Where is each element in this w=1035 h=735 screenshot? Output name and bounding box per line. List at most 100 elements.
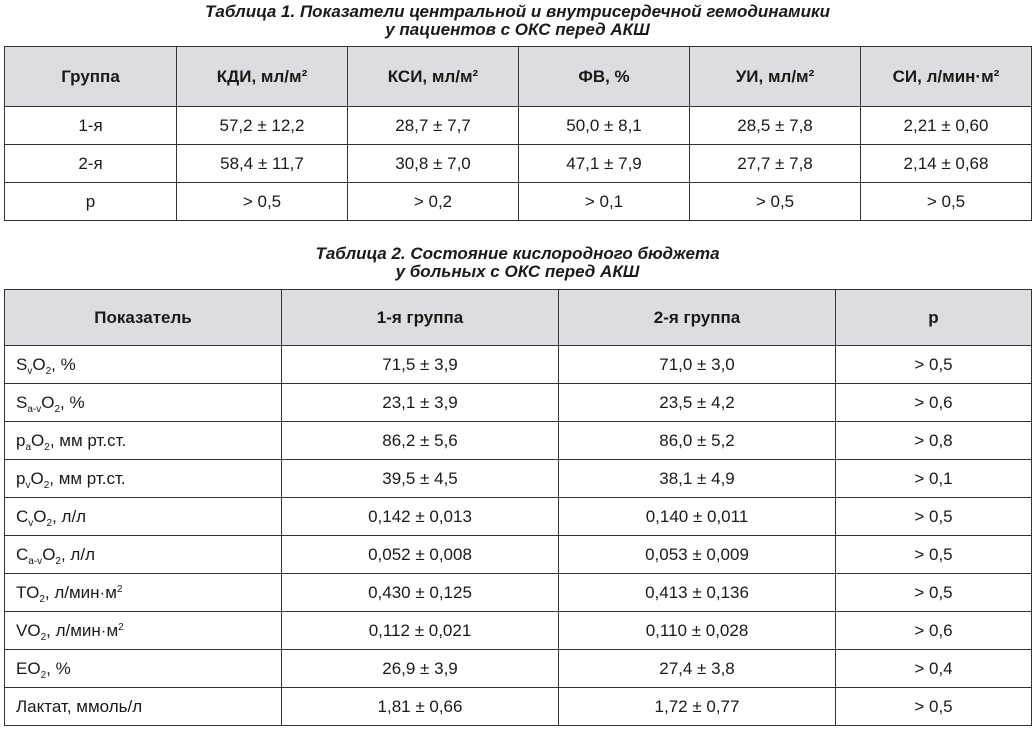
table1-cell: > 0,5 bbox=[176, 182, 348, 221]
group-value-cell: 0,413 ± 0,136 bbox=[558, 573, 836, 612]
indicator-unit: , % bbox=[60, 392, 85, 412]
indicator-unit: , л/л bbox=[60, 544, 95, 564]
table2-caption-line1: Таблица 2. Состояние кислородного бюджет… bbox=[315, 244, 720, 263]
table1-cell: p bbox=[4, 182, 177, 221]
indicator-unit: , л/мин·м bbox=[44, 582, 117, 602]
group-value-cell: 0,053 ± 0,009 bbox=[558, 535, 836, 574]
indicator-subscript2: 2 bbox=[44, 441, 50, 453]
group-value-cell: 1,81 ± 0,66 bbox=[281, 687, 559, 726]
indicator-subscript: v bbox=[28, 517, 34, 529]
table1-cell: > 0,1 bbox=[518, 182, 690, 221]
table2-caption-line2: у больных с ОКС перед АКШ bbox=[395, 262, 640, 281]
group-value-cell: 38,1 ± 4,9 bbox=[558, 459, 836, 498]
table1-cell: 30,8 ± 7,0 bbox=[347, 144, 519, 183]
table-row: pvO2, мм рт.ст. 39,5 ± 4,5 38,1 ± 4,9 > 0,1 bbox=[4, 459, 1032, 498]
indicator-unit: , мм рт.ст. bbox=[49, 430, 127, 450]
table1-caption: Таблица 1. Показатели центральной и внут… bbox=[0, 3, 1035, 39]
indicator-unit: , % bbox=[46, 658, 71, 678]
indicator-base: p bbox=[16, 430, 26, 450]
indicator-superscript: 2 bbox=[118, 621, 124, 633]
indicator-subscript2: 2 bbox=[55, 555, 61, 567]
indicator-name: EO2, % bbox=[4, 649, 282, 688]
table-row: 2-я 58,4 ± 11,7 30,8 ± 7,0 47,1 ± 7,9 27… bbox=[4, 144, 1032, 183]
table1-cell: > 0,2 bbox=[347, 182, 519, 221]
p-value-cell: > 0,1 bbox=[835, 459, 1032, 498]
indicator-superscript: 2 bbox=[116, 583, 123, 595]
group-value-cell: 39,5 ± 4,5 bbox=[281, 459, 559, 498]
indicator-base: S bbox=[16, 392, 28, 412]
indicator-subscript: v bbox=[25, 479, 31, 491]
p-value-cell: > 0,5 bbox=[835, 687, 1032, 726]
table1-cell: 2,21 ± 0,60 bbox=[860, 106, 1032, 145]
group-value-cell: 0,112 ± 0,021 bbox=[281, 611, 559, 650]
table1-cell: 27,7 ± 7,8 bbox=[689, 144, 861, 183]
indicator-unit: , % bbox=[51, 354, 76, 374]
indicator-subscript2: 2 bbox=[43, 479, 50, 491]
group-value-cell: 71,0 ± 3,0 bbox=[558, 345, 836, 384]
p-value-cell: > 0,5 bbox=[835, 573, 1032, 612]
indicator-name: SvO2, % bbox=[4, 345, 282, 384]
table1-header-fv: ФВ, % bbox=[518, 46, 690, 107]
indicator-name: VO2, л/мин·м2 bbox=[4, 611, 282, 650]
table-row: Sa-vO2, % 23,1 ± 3,9 23,5 ± 4,2 > 0,6 bbox=[4, 383, 1032, 422]
table-row: paO2, мм рт.ст. 86,2 ± 5,6 86,0 ± 5,2 > 0,8 bbox=[4, 421, 1032, 460]
group-value-cell: 0,140 ± 0,011 bbox=[558, 497, 836, 536]
group-value-cell: 0,110 ± 0,028 bbox=[558, 611, 836, 650]
table-row: 1-я 57,2 ± 12,2 28,7 ± 7,7 50,0 ± 8,1 28… bbox=[4, 106, 1032, 145]
indicator-base2: O bbox=[41, 392, 55, 412]
indicator-base: p bbox=[16, 468, 26, 488]
table1-cell: 1-я bbox=[4, 106, 177, 145]
p-value-cell: > 0,5 bbox=[835, 345, 1032, 384]
indicator-subscript2: 2 bbox=[45, 365, 52, 377]
p-value-cell: > 0,5 bbox=[835, 497, 1032, 536]
group-value-cell: 1,72 ± 0,77 bbox=[558, 687, 836, 726]
table1-cell: 50,0 ± 8,1 bbox=[518, 106, 690, 145]
indicator-base2: O bbox=[42, 544, 56, 564]
indicator-name: CvO2, л/л bbox=[4, 497, 282, 536]
table1-header-si: СИ, л/мин·м² bbox=[860, 46, 1032, 107]
group-value-cell: 0,142 ± 0,013 bbox=[281, 497, 559, 536]
p-value-cell: > 0,4 bbox=[835, 649, 1032, 688]
indicator-subscript: v bbox=[27, 365, 33, 377]
group-value-cell: 71,5 ± 3,9 bbox=[281, 345, 559, 384]
table2-header-group2: 2-я группа bbox=[558, 289, 836, 346]
indicator-base2: O bbox=[31, 430, 45, 450]
indicator-name: paO2, мм рт.ст. bbox=[4, 421, 282, 460]
indicator-base2: O bbox=[33, 506, 47, 526]
indicator-subscript: a-v bbox=[27, 403, 42, 415]
indicator-base: C bbox=[16, 506, 29, 526]
indicator-base: Лактат, ммоль/л bbox=[16, 696, 143, 716]
indicator-subscript: a bbox=[25, 441, 32, 453]
indicator-base: VO bbox=[16, 620, 41, 640]
indicator-subscript: 2 bbox=[39, 593, 45, 605]
group-value-cell: 26,9 ± 3,9 bbox=[281, 649, 559, 688]
table1-cell: 57,2 ± 12,2 bbox=[176, 106, 348, 145]
indicator-name: TO2, л/мин·м2 bbox=[4, 573, 282, 612]
table1-header-ui: УИ, мл/м² bbox=[689, 46, 861, 107]
table1-header-kdi: КДИ, мл/м² bbox=[176, 46, 348, 107]
indicator-name: Sa-vO2, % bbox=[4, 383, 282, 422]
indicator-base2: O bbox=[32, 354, 46, 374]
table1-cell: > 0,5 bbox=[860, 182, 1032, 221]
table-row: VO2, л/мин·м2 0,112 ± 0,021 0,110 ± 0,028 >… bbox=[4, 611, 1032, 650]
indicator-name: Ca-vO2, л/л bbox=[4, 535, 282, 574]
table2-header-p: p bbox=[835, 289, 1032, 346]
indicator-subscript2: 2 bbox=[46, 517, 53, 529]
table-row: Лактат, ммоль/л 1,81 ± 0,66 1,72 ± 0,77 > 0… bbox=[4, 687, 1032, 726]
table1-cell: 28,7 ± 7,7 bbox=[347, 106, 519, 145]
table1-cell: > 0,5 bbox=[689, 182, 861, 221]
table-row: SvO2, % 71,5 ± 3,9 71,0 ± 3,0 > 0,5 bbox=[4, 345, 1032, 384]
p-value-cell: > 0,6 bbox=[835, 383, 1032, 422]
group-value-cell: 23,5 ± 4,2 bbox=[558, 383, 836, 422]
table1-header-group: Группа bbox=[4, 46, 177, 107]
table2-header-group1: 1-я группа bbox=[281, 289, 559, 346]
indicator-base2: O bbox=[30, 468, 44, 488]
hemodynamics-table: Группа КДИ, мл/м² КСИ, мл/м² ФВ, % УИ, м… bbox=[4, 46, 1032, 221]
group-value-cell: 86,2 ± 5,6 bbox=[281, 421, 559, 460]
p-value-cell: > 0,6 bbox=[835, 611, 1032, 650]
table-row: TO2, л/мин·м2 0,430 ± 0,125 0,413 ± 0,136 >… bbox=[4, 573, 1032, 612]
table1-cell: 28,5 ± 7,8 bbox=[689, 106, 861, 145]
indicator-unit: , мм рт.ст. bbox=[49, 468, 126, 488]
indicator-subscript: 2 bbox=[40, 631, 47, 643]
table-row: EO2, % 26,9 ± 3,9 27,4 ± 3,8 > 0,4 bbox=[4, 649, 1032, 688]
